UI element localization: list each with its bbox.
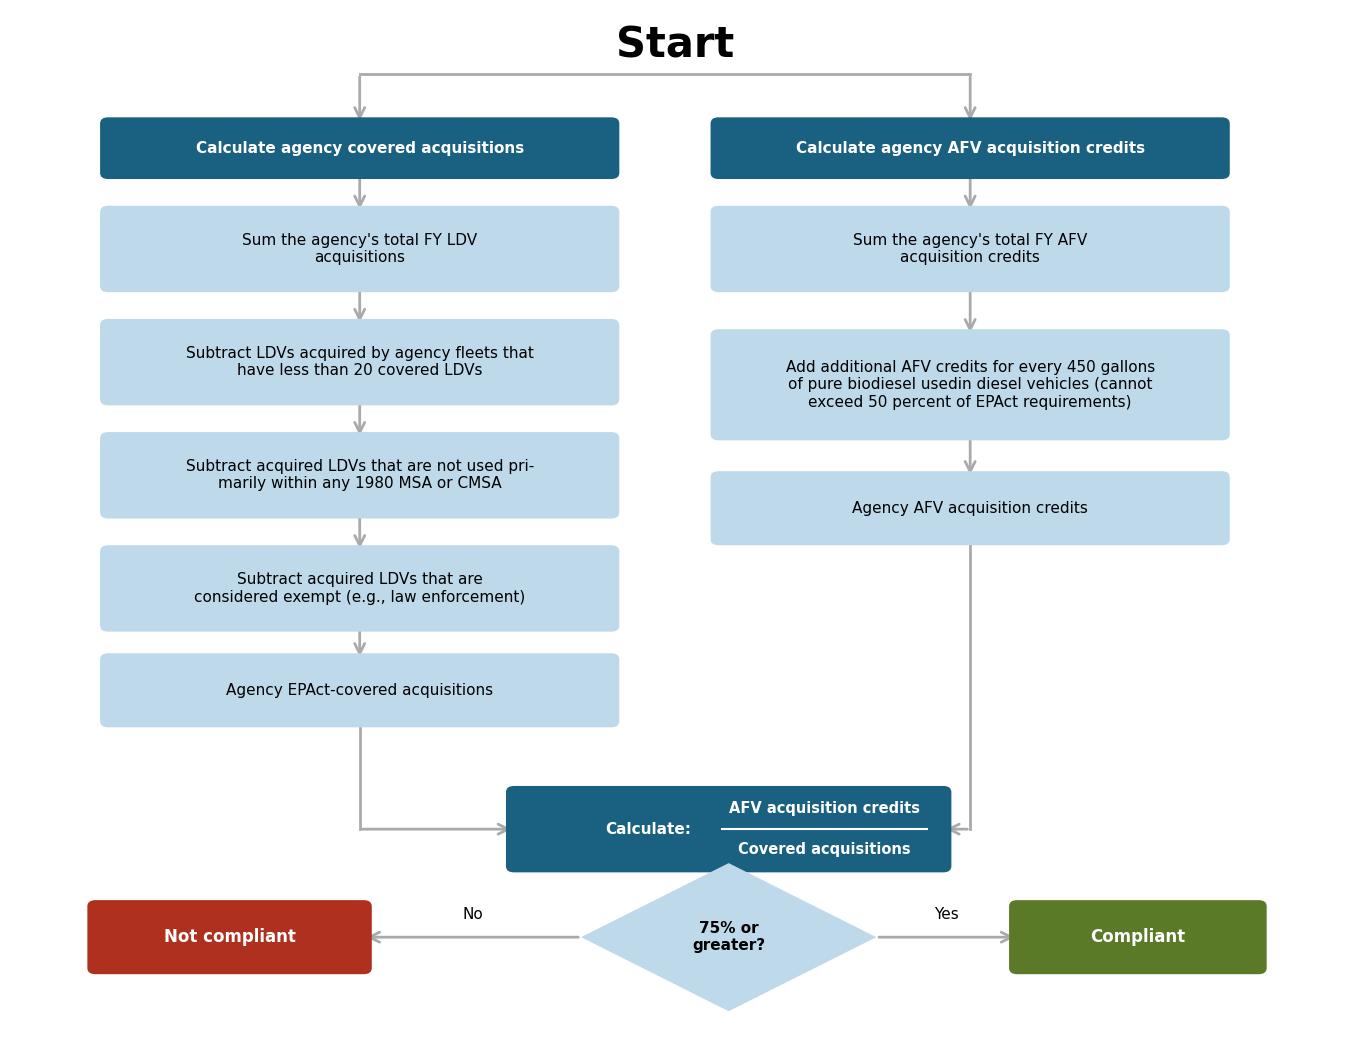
Text: Agency AFV acquisition credits: Agency AFV acquisition credits <box>852 501 1088 515</box>
FancyBboxPatch shape <box>100 432 620 518</box>
Text: Subtract acquired LDVs that are not used pri-
marily within any 1980 MSA or CMSA: Subtract acquired LDVs that are not used… <box>185 459 533 492</box>
FancyBboxPatch shape <box>100 117 620 179</box>
FancyBboxPatch shape <box>710 329 1230 441</box>
Text: Sum the agency's total FY AFV
acquisition credits: Sum the agency's total FY AFV acquisitio… <box>853 232 1087 265</box>
FancyBboxPatch shape <box>100 205 620 292</box>
Text: Calculate:: Calculate: <box>605 821 691 837</box>
FancyBboxPatch shape <box>88 900 371 974</box>
Text: Not compliant: Not compliant <box>163 928 296 946</box>
FancyBboxPatch shape <box>100 545 620 632</box>
Text: Start: Start <box>616 24 734 66</box>
Text: Yes: Yes <box>934 907 958 922</box>
Text: Covered acquisitions: Covered acquisitions <box>738 842 911 858</box>
Polygon shape <box>580 863 876 1011</box>
Text: Calculate agency covered acquisitions: Calculate agency covered acquisitions <box>196 141 524 156</box>
FancyBboxPatch shape <box>506 786 952 872</box>
Text: Sum the agency's total FY LDV
acquisitions: Sum the agency's total FY LDV acquisitio… <box>242 232 478 265</box>
Text: Calculate agency AFV acquisition credits: Calculate agency AFV acquisition credits <box>795 141 1145 156</box>
Text: Subtract acquired LDVs that are
considered exempt (e.g., law enforcement): Subtract acquired LDVs that are consider… <box>194 572 525 605</box>
Text: Compliant: Compliant <box>1091 928 1185 946</box>
Text: Add additional AFV credits for every 450 gallons
of pure biodiesel usedin diesel: Add additional AFV credits for every 450… <box>786 360 1154 410</box>
FancyBboxPatch shape <box>710 471 1230 545</box>
FancyBboxPatch shape <box>100 653 620 727</box>
Text: AFV acquisition credits: AFV acquisition credits <box>729 802 921 816</box>
FancyBboxPatch shape <box>100 319 620 405</box>
FancyBboxPatch shape <box>710 205 1230 292</box>
Text: Subtract LDVs acquired by agency fleets that
have less than 20 covered LDVs: Subtract LDVs acquired by agency fleets … <box>186 346 533 379</box>
FancyBboxPatch shape <box>710 117 1230 179</box>
FancyBboxPatch shape <box>1008 900 1266 974</box>
Text: 75% or
greater?: 75% or greater? <box>693 921 765 953</box>
Text: Agency EPAct-covered acquisitions: Agency EPAct-covered acquisitions <box>227 682 493 698</box>
Text: No: No <box>462 907 483 922</box>
